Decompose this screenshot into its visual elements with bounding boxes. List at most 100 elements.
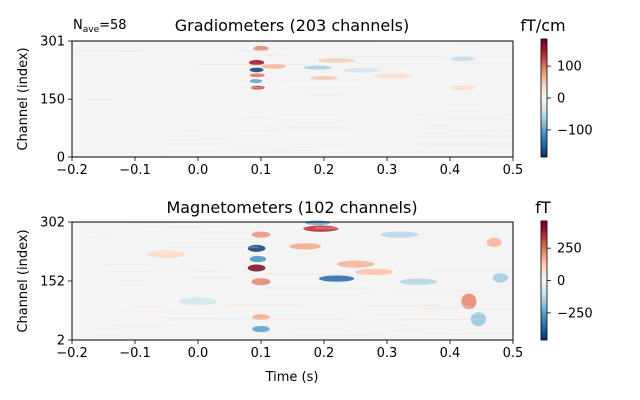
texture-stripe bbox=[364, 305, 471, 307]
texture-stripe bbox=[243, 298, 313, 300]
texture-stripe bbox=[124, 222, 181, 224]
texture-stripe bbox=[345, 148, 424, 150]
texture-stripe bbox=[394, 290, 471, 292]
texture-stripe bbox=[293, 143, 346, 146]
texture-stripe bbox=[82, 152, 171, 154]
magnetometers-y-ticks: 2 152 302 bbox=[40, 216, 72, 349]
heatmap-feature-8 bbox=[310, 76, 338, 80]
texture-stripe bbox=[389, 335, 470, 337]
texture-stripe bbox=[349, 333, 386, 335]
gradiometers-title: Gradiometers (203 channels) bbox=[175, 16, 409, 35]
texture-stripe bbox=[103, 264, 155, 266]
texture-stripe bbox=[238, 129, 281, 131]
x-tick-label: 0.3 bbox=[377, 346, 398, 361]
texture-stripe bbox=[392, 147, 424, 150]
texture-stripe bbox=[315, 227, 356, 229]
texture-stripe bbox=[341, 324, 407, 326]
texture-stripe bbox=[262, 287, 373, 289]
texture-stripe bbox=[208, 263, 247, 265]
texture-stripe bbox=[160, 251, 237, 253]
gradiometers-heatmap bbox=[72, 41, 513, 158]
gradiometers-panel: Gradiometers (203 channels) Nave=58 −0.2… bbox=[16, 16, 593, 178]
texture-stripe bbox=[453, 312, 513, 315]
texture-stripe bbox=[181, 129, 203, 131]
texture-stripe bbox=[283, 125, 334, 127]
heatmap-feature-20 bbox=[179, 297, 217, 306]
texture-stripe bbox=[257, 318, 349, 320]
texture-stripe bbox=[375, 313, 435, 315]
texture-stripe bbox=[265, 273, 372, 275]
texture-stripe bbox=[458, 134, 493, 136]
heatmap-feature-8 bbox=[305, 220, 331, 226]
texture-stripe bbox=[168, 135, 222, 137]
texture-stripe bbox=[358, 288, 439, 291]
heatmap-feature-9 bbox=[318, 275, 355, 282]
nave-annotation: Nave=58 bbox=[73, 18, 127, 35]
texture-stripe bbox=[425, 143, 513, 145]
texture-stripe bbox=[122, 310, 173, 312]
texture-stripe bbox=[102, 242, 148, 244]
texture-stripe bbox=[230, 143, 272, 145]
texture-stripe bbox=[240, 319, 339, 321]
x-tick-label: 0.4 bbox=[440, 346, 461, 361]
texture-stripe bbox=[89, 228, 119, 230]
heatmap-feature-0 bbox=[249, 59, 265, 66]
texture-stripe bbox=[83, 245, 147, 247]
texture-stripe bbox=[184, 88, 238, 90]
texture-stripe bbox=[339, 64, 382, 66]
heatmap-feature-10 bbox=[342, 67, 381, 73]
heatmap-feature-13 bbox=[450, 85, 476, 90]
heatmap-feature-5 bbox=[253, 46, 269, 51]
texture-stripe bbox=[114, 50, 143, 52]
texture-stripe bbox=[447, 111, 485, 113]
texture-stripe bbox=[423, 308, 513, 310]
texture-stripe bbox=[435, 136, 513, 138]
texture-stripe bbox=[118, 325, 166, 327]
texture-stripe bbox=[307, 94, 340, 96]
magnetometers-panel: Magnetometers (102 channels) −0.2 −0.1 0.0… bbox=[16, 198, 593, 385]
heatmap-feature-10 bbox=[289, 243, 321, 250]
texture-stripe bbox=[420, 125, 446, 127]
texture-stripe bbox=[420, 133, 451, 135]
texture-stripe bbox=[200, 238, 264, 240]
texture-stripe bbox=[166, 246, 259, 248]
colorbar-tick-label: 0 bbox=[557, 274, 565, 289]
texture-stripe bbox=[203, 138, 238, 140]
texture-stripe bbox=[456, 62, 513, 65]
gradiometers-colorbar-ticks: 100 0 −100 bbox=[547, 60, 593, 138]
y-tick-label: 302 bbox=[40, 216, 65, 231]
texture-stripe bbox=[82, 128, 130, 130]
texture-stripe bbox=[211, 109, 261, 111]
texture-stripe bbox=[139, 316, 166, 318]
heatmap-feature-4 bbox=[250, 85, 265, 90]
heatmap-feature-7 bbox=[303, 65, 332, 70]
heatmap-feature-18 bbox=[492, 273, 508, 283]
texture-stripe bbox=[133, 306, 165, 309]
texture-stripe bbox=[289, 334, 363, 336]
texture-stripe bbox=[78, 295, 172, 298]
magnetometers-colorbar-ticks: 250 0 −250 bbox=[547, 242, 593, 321]
texture-stripe bbox=[273, 106, 332, 108]
texture-stripe bbox=[108, 270, 150, 272]
texture-stripe bbox=[389, 330, 467, 332]
heatmap-feature-2 bbox=[249, 73, 265, 78]
nave-annotation-subscript: ave bbox=[83, 25, 100, 35]
y-tick-label: 152 bbox=[40, 275, 65, 290]
heatmap-feature-16 bbox=[470, 312, 486, 327]
heatmap-feature-0 bbox=[247, 244, 266, 252]
gradiometers-colorbar-label: fT/cm bbox=[520, 16, 565, 35]
x-tick-label: 0.1 bbox=[251, 346, 272, 361]
y-tick-label: 150 bbox=[40, 93, 65, 108]
x-tick-label: 0.0 bbox=[188, 346, 209, 361]
texture-stripe bbox=[392, 277, 479, 279]
texture-stripe bbox=[413, 143, 513, 145]
texture-stripe bbox=[84, 98, 115, 100]
heatmap-feature-15 bbox=[461, 293, 477, 310]
texture-stripe bbox=[94, 334, 122, 336]
texture-stripe bbox=[247, 285, 347, 287]
x-tick-label: −0.1 bbox=[119, 346, 151, 361]
texture-stripe bbox=[266, 126, 349, 129]
colorbar-tick-label: −100 bbox=[557, 123, 593, 138]
heatmap-feature-5 bbox=[252, 314, 270, 320]
